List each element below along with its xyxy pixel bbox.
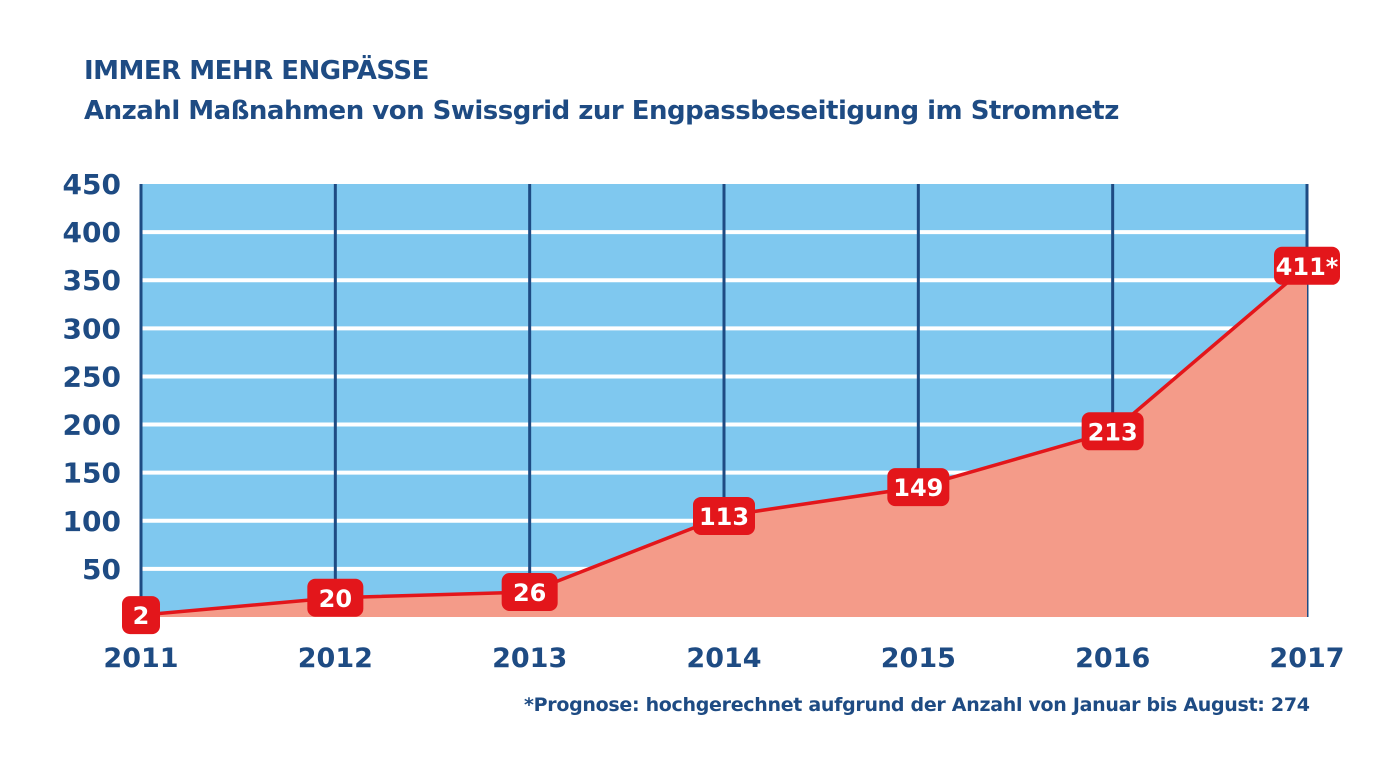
data-label-text: 213 [1088, 418, 1138, 446]
y-tick-label: 400 [63, 216, 121, 249]
y-axis-ticks: 50 100 150 200 250 300 350 400 450 [63, 168, 121, 586]
data-label-text: 113 [699, 503, 749, 531]
data-label: 113 [693, 496, 755, 535]
y-tick-label: 50 [82, 553, 121, 586]
x-axis-ticks: 2011 2012 2013 2014 2015 2016 2017 [103, 643, 1344, 674]
y-tick-label: 100 [63, 505, 121, 538]
x-tick-label: 2016 [1075, 643, 1150, 674]
data-label: 213 [1081, 412, 1144, 451]
chart-title: IMMER MEHR ENGPÄSSE [84, 56, 429, 86]
data-label: 411* [1274, 246, 1340, 285]
data-label-text: 149 [893, 474, 943, 502]
data-label-text: 2 [133, 602, 150, 630]
y-tick-label: 200 [63, 409, 121, 442]
area-shape [141, 265, 1307, 617]
data-label-box [501, 572, 558, 611]
data-label: 20 [307, 578, 364, 617]
data-label: 2 [122, 596, 160, 635]
data-label-text: 411* [1276, 253, 1339, 281]
y-tick-label: 300 [63, 312, 121, 345]
data-label-text: 20 [319, 585, 352, 613]
data-label: 26 [501, 572, 558, 611]
area-fill [141, 265, 1307, 617]
chart-subtitle: Anzahl Maßnahmen von Swissgrid zur Engpa… [84, 96, 1119, 126]
data-label-box [1274, 246, 1340, 285]
data-label-box [122, 596, 160, 635]
data-label-box [307, 578, 364, 617]
x-tick-label: 2011 [103, 643, 178, 674]
x-tick-label: 2013 [492, 643, 567, 674]
data-label-box [887, 468, 950, 507]
y-tick-label: 450 [63, 168, 121, 201]
x-tick-label: 2014 [686, 643, 761, 674]
x-tick-label: 2012 [298, 643, 373, 674]
data-labels: 2 20 26 113 149 213 411* [122, 246, 1340, 635]
x-tick-label: 2017 [1269, 643, 1344, 674]
data-label-box [693, 496, 755, 535]
data-label-box [1081, 412, 1144, 451]
data-label-text: 26 [513, 579, 546, 607]
x-tick-label: 2015 [881, 643, 956, 674]
y-tick-label: 350 [63, 264, 121, 297]
footnote: *Prognose: hochgerechnet aufgrund der An… [524, 694, 1310, 716]
data-label: 149 [887, 468, 950, 507]
y-tick-label: 250 [63, 360, 121, 393]
y-tick-label: 150 [63, 457, 121, 490]
